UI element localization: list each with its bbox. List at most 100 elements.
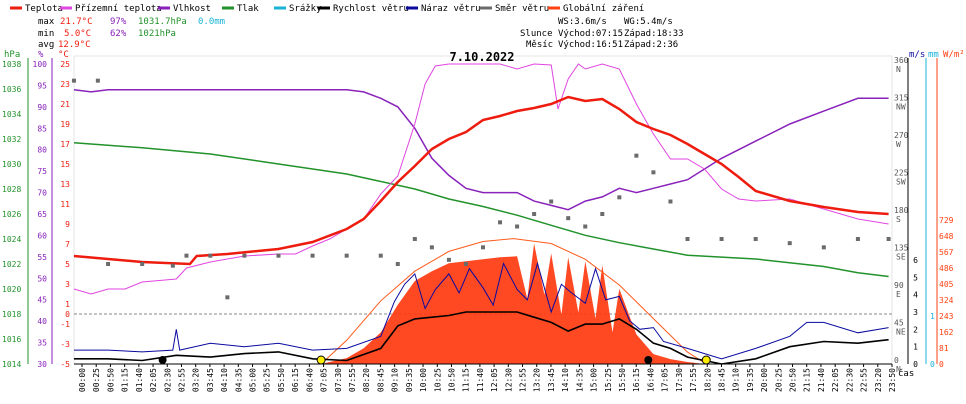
temp-tick-label: 0 [65, 310, 70, 319]
x-tick-label: 05:25 [263, 368, 272, 392]
radiation-tick-label: 243 [939, 312, 954, 321]
x-tick-label: 21:15 [803, 368, 812, 392]
temp-tick-label: 9 [65, 220, 70, 229]
wind-direction-point [395, 262, 400, 266]
info-sunset: Západ:18:33 [624, 29, 684, 39]
pressure-tick-label: 1034 [2, 110, 21, 119]
winddir-degree-label: 270 [894, 131, 909, 140]
stats-max-label: max [38, 17, 55, 27]
winddir-compass-label: N [896, 65, 901, 74]
radiation-tick-label: 486 [939, 264, 954, 273]
wind-direction-point [446, 257, 451, 262]
winddir-compass-label: E [896, 290, 901, 299]
wind-direction-point [208, 253, 213, 258]
wind-direction-point [310, 253, 315, 258]
x-tick-label: 13:20 [533, 368, 542, 392]
moon-marker [158, 356, 167, 364]
wind-direction-point [95, 78, 100, 83]
wind-direction-point [753, 237, 758, 241]
sun-marker [316, 355, 326, 365]
humidity-tick-label: 95 [37, 81, 47, 90]
x-tick-label: 04:10 [220, 368, 229, 392]
wind-direction-point [498, 220, 503, 225]
x-tick-label: 07:55 [348, 368, 357, 392]
legend-label: Rychlost větru [333, 4, 409, 14]
temp-tick-label: -3 [60, 340, 70, 349]
wind-direction-point [72, 78, 76, 83]
humidity-tick-label: 40 [37, 317, 47, 326]
temp-tick-label: 11 [60, 200, 70, 209]
x-tick-label: 15:25 [604, 368, 613, 392]
wind-direction-point [600, 212, 605, 216]
ground-temp-line [73, 63, 889, 295]
x-tick-label: 08:45 [376, 368, 385, 392]
x-tick-label: 22:55 [860, 368, 869, 392]
temp-tick-label: 5 [65, 260, 70, 269]
humidity-tick-label: 85 [37, 124, 47, 133]
x-tick-label: 14:10 [561, 368, 570, 392]
temperature-line [73, 95, 889, 266]
info-moon-label: Měsíc [526, 40, 553, 50]
wind-tick-label: 4 [913, 291, 918, 300]
wind-direction-point [170, 263, 175, 268]
radiation-tick-label: 162 [939, 328, 954, 337]
info-wg: WG:5.4m/s [624, 17, 673, 27]
info-ws: WS:3.6m/s [558, 17, 607, 27]
x-tick-label: 20:25 [774, 368, 783, 392]
wind-direction-point [685, 237, 690, 241]
legend-label: Tlak [237, 4, 259, 14]
temp-tick-label: 19 [60, 120, 70, 129]
wind-tick-label: 0 [913, 360, 918, 369]
legend-label: Vlhkost [173, 4, 211, 14]
wind-direction-point [787, 241, 792, 246]
x-tick-label: 12:05 [490, 368, 499, 392]
x-tick-label: 22:05 [831, 368, 840, 392]
wind-tick-label: 3 [913, 308, 918, 317]
legend-label: Globální záření [563, 4, 644, 14]
temp-tick-label: -1 [60, 320, 70, 329]
x-tick-label: 17:05 [661, 368, 670, 392]
pressure-tick-label: 1032 [2, 135, 21, 144]
temp-tick-label: 13 [60, 180, 70, 189]
humidity-tick-label: 35 [37, 339, 47, 348]
stats-min-temp: 5.0°C [64, 29, 91, 39]
theoretical-radiation-line [320, 238, 707, 365]
legend-label: Teplota [25, 4, 63, 14]
sun-marker [701, 355, 711, 365]
x-tick-label: 12:30 [504, 368, 513, 392]
x-tick-label: 07:05 [320, 368, 329, 392]
axis-unit-wind: m/s [909, 50, 925, 60]
humidity-tick-label: 45 [37, 296, 47, 305]
humidity-tick-label: 70 [37, 189, 47, 198]
winddir-compass-label: N [896, 365, 901, 374]
info-moonset: Západ:2:36 [624, 40, 678, 50]
stats-max-temp: 21.7°C [60, 17, 93, 27]
winddir-compass-label: NE [896, 328, 906, 337]
wind-direction-point [668, 199, 673, 204]
stats-min-hum: 62% [110, 29, 127, 39]
info-sun-label: Slunce [520, 29, 553, 39]
x-tick-label: 01:15 [121, 368, 130, 392]
wind-direction-point [566, 216, 571, 221]
temp-tick-label: 17 [60, 140, 70, 149]
radiation-tick-label: 324 [939, 296, 954, 305]
x-tick-label: 17:55 [689, 368, 698, 392]
x-tick-label: 11:15 [462, 368, 471, 392]
x-tick-label: 03:45 [206, 368, 215, 392]
wind-direction-point [344, 253, 349, 258]
winddir-compass-label: W [896, 140, 901, 149]
x-tick-label: 17:30 [675, 368, 684, 392]
x-tick-label: 00:50 [106, 368, 115, 392]
x-tick-label: 13:45 [547, 368, 556, 392]
pressure-tick-label: 1028 [2, 185, 21, 194]
temp-tick-label: 23 [60, 80, 70, 89]
pressure-line [73, 141, 889, 278]
info-moonrise: Východ:16:51 [558, 40, 623, 50]
x-tick-label: 04:35 [234, 368, 243, 392]
temp-tick-label: 3 [65, 280, 70, 289]
x-tick-label: 06:15 [291, 368, 300, 392]
wind-direction-point [719, 237, 724, 241]
wind-direction-point [617, 195, 622, 200]
winddir-degree-label: 45 [894, 319, 904, 328]
temp-tick-label: 15 [60, 160, 70, 169]
